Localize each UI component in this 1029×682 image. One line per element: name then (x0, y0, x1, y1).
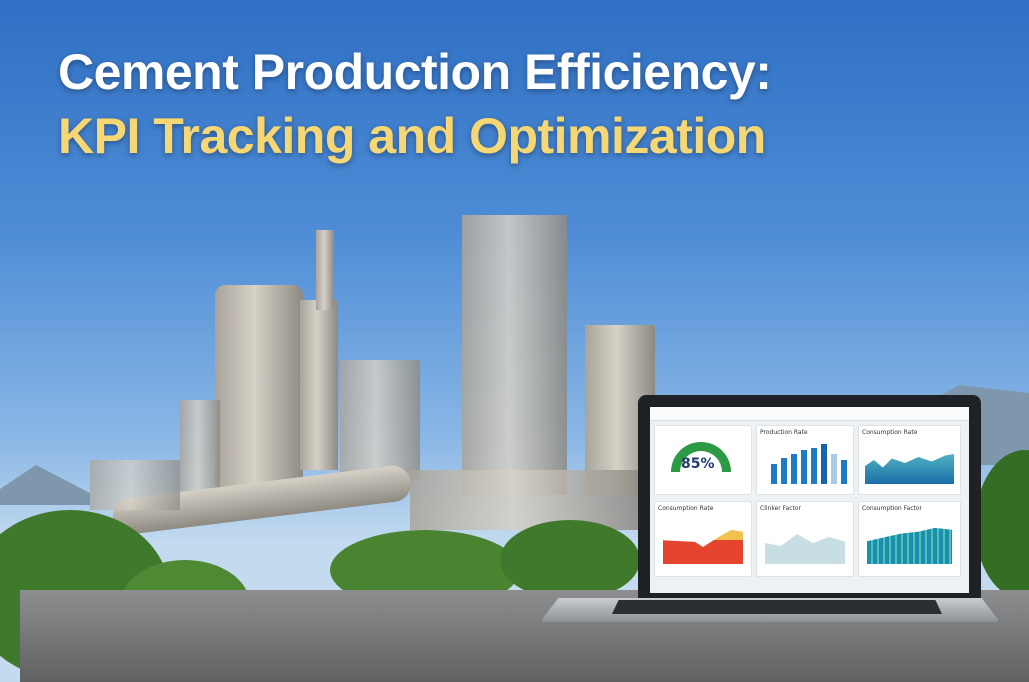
headline: Cement Production Efficiency: KPI Tracki… (58, 40, 772, 168)
consumption-factor-panel: Consumption Factor (858, 501, 961, 577)
gauge-value: 85% (681, 456, 715, 472)
laptop: 85% Production Rate Consumption Rate Con… (638, 395, 981, 605)
mountains-left (0, 465, 90, 505)
consumption-stacked-panel: Consumption Rate (654, 501, 752, 577)
headline-line2: KPI Tracking and Optimization (58, 108, 766, 164)
dashboard-topbar (650, 407, 969, 421)
panel-title: Consumption Rate (862, 429, 918, 436)
panel-title: Consumption Factor (862, 505, 923, 512)
panel-title: Consumption Rate (658, 505, 714, 512)
production-rate-panel: Production Rate (756, 425, 854, 495)
gauge-arc (671, 442, 731, 472)
kpi-dashboard: 85% Production Rate Consumption Rate Con… (650, 407, 969, 593)
panel-title: Production Rate (760, 429, 808, 436)
clinker-factor-panel: Clinker Factor (756, 501, 854, 577)
headline-line1: Cement Production Efficiency: (58, 44, 772, 100)
gauge-panel: 85% (654, 425, 752, 495)
laptop-keyboard (612, 600, 942, 614)
consumption-area-panel: Consumption Rate (858, 425, 961, 495)
panel-title: Clinker Factor (760, 505, 802, 512)
